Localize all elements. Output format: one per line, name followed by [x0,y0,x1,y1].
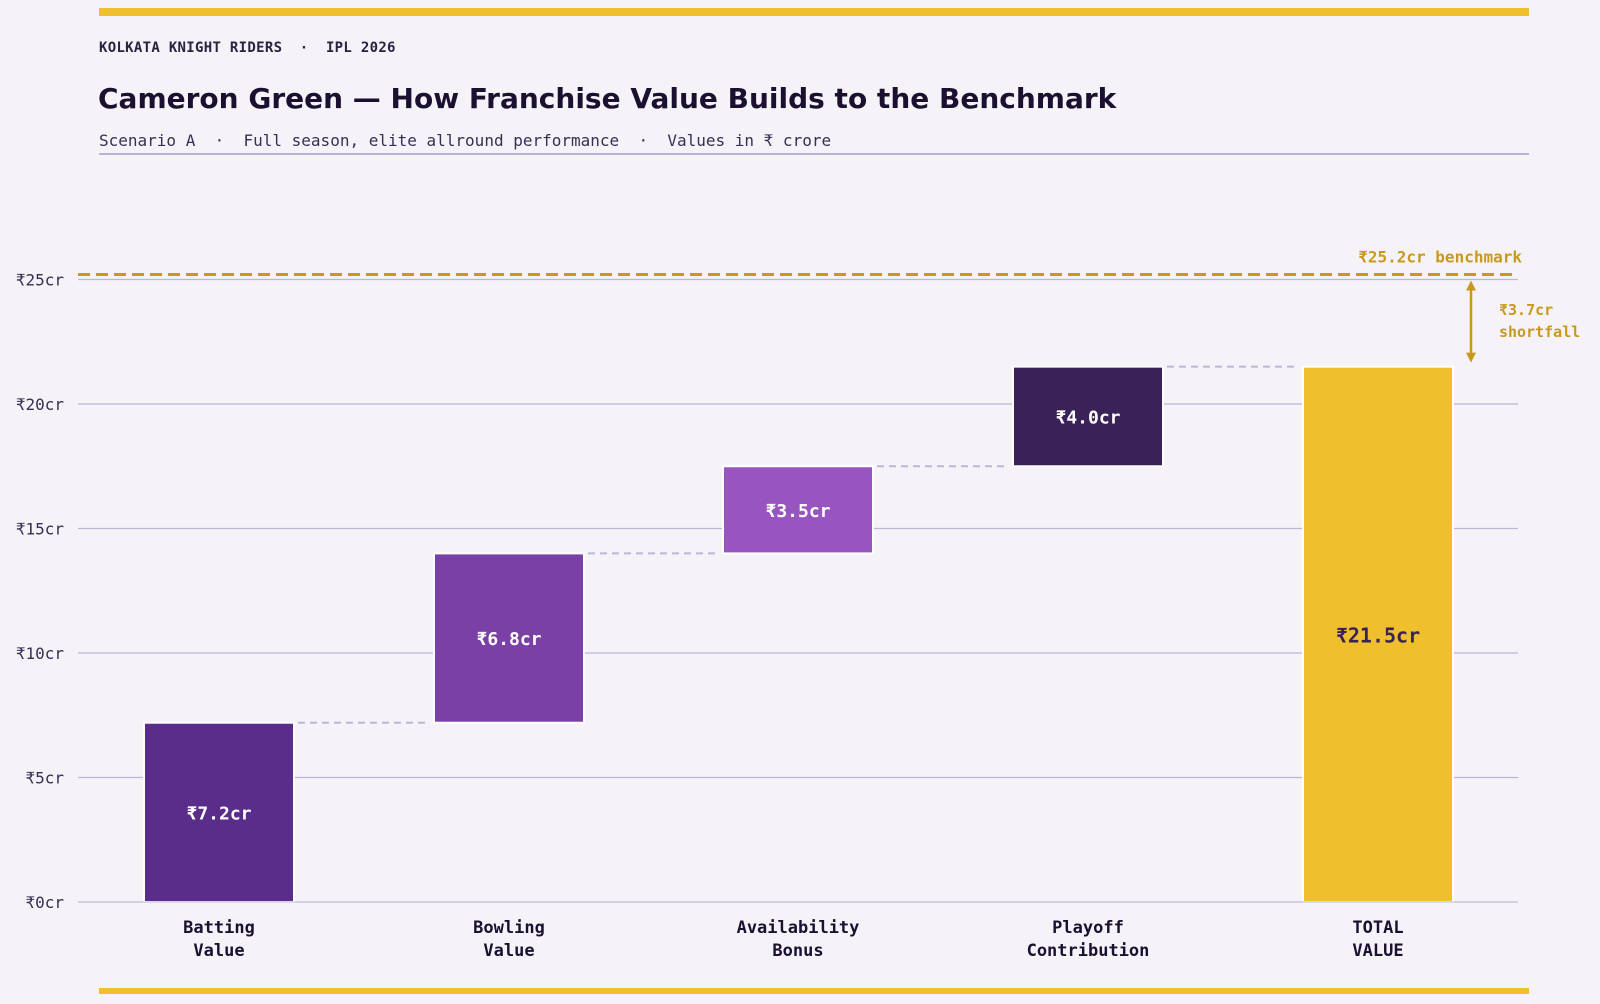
arrow-head-down-icon [1466,352,1476,363]
top-accent-rule [99,8,1529,16]
y-tick-label: ₹20cr [16,395,65,414]
x-category-label: VALUE [1352,941,1403,961]
waterfall-bar [143,721,295,903]
shortfall-label: shortfall [1499,323,1580,341]
x-category-label: Bowling [473,918,545,938]
arrow-head-up-icon [1466,280,1476,291]
team-eyebrow: KOLKATA KNIGHT RIDERS · IPL 2026 [99,40,396,56]
x-category-label: Batting [183,918,255,938]
y-tick-label: ₹15cr [16,520,65,539]
total-bar [1302,365,1454,903]
y-tick-label: ₹5cr [25,769,64,788]
bar-value-label: ₹7.2cr [186,803,251,824]
x-category-label: Contribution [1027,941,1150,961]
y-tick-label: ₹25cr [16,271,65,290]
chart-subtitle: Scenario A · Full season, elite allround… [99,131,832,150]
bar-value-label: ₹4.0cr [1055,407,1120,428]
shortfall-label: ₹3.7cr [1499,301,1553,319]
x-category-label: Playoff [1052,918,1124,938]
y-tick-label: ₹0cr [25,893,64,912]
benchmark-label: ₹25.2cr benchmark [1358,248,1522,267]
x-category-label: TOTAL [1352,918,1403,938]
waterfall-bar [1012,365,1164,468]
x-category-label: Value [193,941,244,961]
x-category-label: Value [483,941,534,961]
waterfall-bar [722,465,874,555]
x-category-label: Availability [737,918,860,938]
x-category-label: Bonus [772,941,823,961]
subtitle-rule [99,153,1529,155]
total-value-label: ₹21.5cr [1336,623,1420,647]
bar-value-label: ₹6.8cr [476,629,541,650]
y-tick-label: ₹10cr [16,644,65,663]
chart-title: Cameron Green — How Franchise Value Buil… [98,82,1117,115]
waterfall-bar [433,552,585,724]
bar-value-label: ₹3.5cr [765,501,830,522]
bottom-accent-rule [99,988,1529,994]
